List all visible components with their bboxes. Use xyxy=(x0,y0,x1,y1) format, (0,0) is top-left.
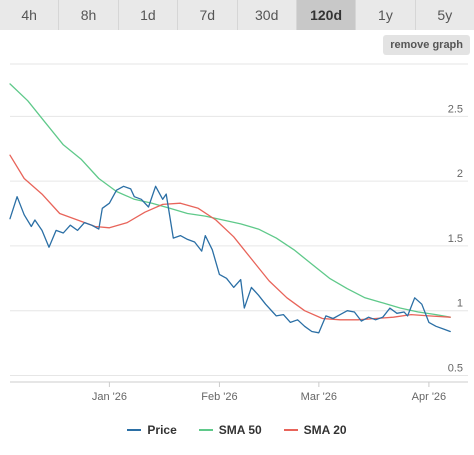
chart-legend: Price SMA 50 SMA 20 xyxy=(0,420,474,440)
legend-label-sma-50: SMA 50 xyxy=(218,423,262,437)
legend-label-price: Price xyxy=(147,423,177,437)
legend-swatch-sma-50 xyxy=(198,429,213,431)
range-button-8h[interactable]: 8h xyxy=(59,0,119,30)
legend-item-price[interactable]: Price xyxy=(127,423,177,437)
range-button-4h[interactable]: 4h xyxy=(0,0,60,30)
range-button-1y[interactable]: 1y xyxy=(356,0,416,30)
x-tick-label: Jan '26 xyxy=(92,391,127,403)
y-tick-label: 2 xyxy=(457,168,463,180)
legend-swatch-sma-20 xyxy=(283,429,298,431)
x-axis: Jan '26 Feb '26 Mar '26 Apr '26 xyxy=(10,381,468,403)
series-line-sma-20 xyxy=(9,154,451,321)
range-button-1d[interactable]: 1d xyxy=(118,0,179,30)
series-line-sma-50 xyxy=(9,83,451,318)
grid-layer xyxy=(10,63,468,377)
series-layer xyxy=(9,83,451,334)
x-tick-label: Mar '26 xyxy=(301,391,337,403)
legend-item-sma-20[interactable]: SMA 20 xyxy=(283,423,347,437)
x-tick-label: Feb '26 xyxy=(201,391,237,403)
range-button-5y[interactable]: 5y xyxy=(415,0,474,30)
range-button-120d[interactable]: 120d xyxy=(296,0,357,30)
y-tick-label: 1 xyxy=(457,298,463,310)
range-button-30d[interactable]: 30d xyxy=(237,0,297,30)
series-line-price xyxy=(9,185,451,334)
y-tick-label: 1.5 xyxy=(448,233,463,245)
legend-swatch-price xyxy=(127,429,142,431)
y-tick-label: 0.5 xyxy=(448,363,463,375)
remove-graph-button[interactable]: remove graph xyxy=(383,35,470,55)
y-axis: 0.5 1 1.5 2 2.5 xyxy=(448,103,463,374)
range-button-7d[interactable]: 7d xyxy=(178,0,238,30)
legend-item-sma-50[interactable]: SMA 50 xyxy=(198,423,262,437)
legend-label-sma-20: SMA 20 xyxy=(303,423,347,437)
y-tick-label: 2.5 xyxy=(448,103,463,115)
x-tick-label: Apr '26 xyxy=(412,391,447,403)
time-range-selector: 4h 8h 1d 7d 30d 120d 1y 5y xyxy=(0,0,474,30)
